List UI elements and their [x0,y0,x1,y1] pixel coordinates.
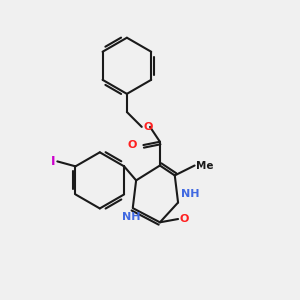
Text: O: O [143,122,153,132]
Text: NH: NH [182,189,200,199]
Text: O: O [180,214,189,224]
Text: O: O [128,140,137,150]
Text: Me: Me [196,160,214,170]
Text: NH: NH [122,212,140,222]
Text: I: I [51,155,56,168]
